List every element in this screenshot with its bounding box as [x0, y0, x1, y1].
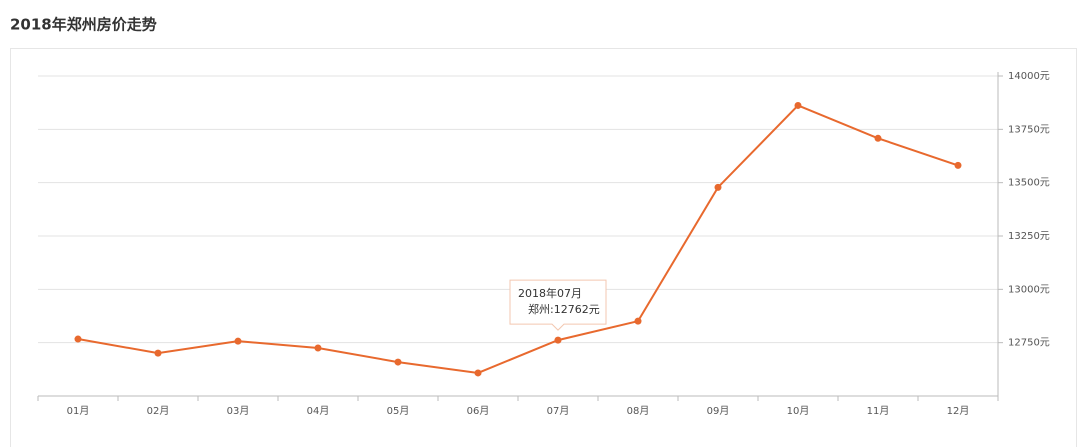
x-tick-label: 09月: [707, 405, 730, 417]
x-tick-label: 11月: [867, 405, 890, 417]
point: [794, 101, 802, 109]
x-tick-label: 12月: [947, 405, 970, 417]
point: [314, 344, 322, 352]
chart-title: 2018年郑州房价走势: [10, 16, 157, 34]
line: [77, 104, 959, 374]
point: [634, 317, 642, 325]
x-tick-label: 05月: [387, 405, 410, 417]
chart-panel: [10, 48, 1077, 447]
y-tick-label: 13000元: [1008, 284, 1050, 295]
y-tick-label: 13500元: [1008, 178, 1050, 189]
point: [394, 358, 402, 366]
tooltip-title: 2018年07月: [518, 286, 582, 300]
tooltip-text: 郑州:12762元: [528, 302, 600, 316]
y-tick-label: 13250元: [1008, 231, 1050, 242]
x-tick-label: 01月: [67, 405, 90, 417]
point: [554, 336, 562, 344]
x-tick-label: 04月: [307, 405, 330, 417]
point: [714, 183, 722, 191]
y-tick-label: 12750元: [1008, 338, 1050, 349]
y-tick-label: 13750元: [1008, 124, 1050, 135]
point: [234, 337, 242, 345]
point: [874, 134, 882, 142]
x-tick-label: 10月: [787, 405, 810, 417]
x-tick-label: 07月: [547, 405, 570, 417]
point: [74, 335, 82, 343]
x-tick-label: 08月: [627, 405, 650, 417]
point: [154, 349, 162, 357]
x-tick-label: 06月: [467, 405, 490, 417]
tooltip-box: [509, 279, 607, 331]
x-tick-label: 02月: [147, 405, 170, 417]
point: [954, 161, 962, 169]
point: [474, 369, 482, 377]
x-tick-label: 03月: [227, 405, 250, 417]
y-tick-label: 14000元: [1008, 71, 1050, 82]
